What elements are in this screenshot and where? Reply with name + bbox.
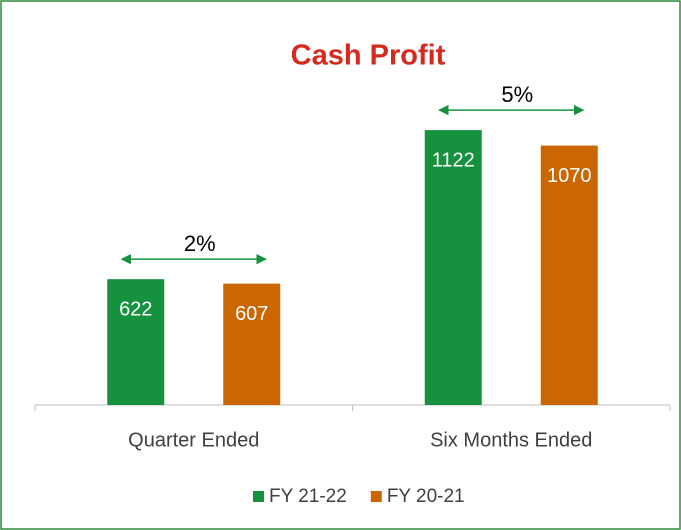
legend-label: FY 20-21 bbox=[387, 486, 465, 507]
value-label: 1070 bbox=[547, 165, 592, 187]
legend-label: FY 21-22 bbox=[269, 486, 347, 507]
legend-swatch bbox=[253, 491, 264, 502]
x-tick-label: Quarter Ended bbox=[128, 429, 259, 451]
annotation: 2% bbox=[184, 231, 216, 256]
legend-swatch bbox=[370, 491, 382, 502]
annotation: 5% bbox=[501, 82, 533, 107]
x-tick-label: Six Months Ended bbox=[430, 429, 592, 451]
bar bbox=[107, 279, 165, 405]
value-label: 622 bbox=[119, 298, 152, 320]
bar bbox=[223, 283, 281, 405]
value-label: 607 bbox=[235, 303, 268, 325]
bar bbox=[540, 145, 598, 405]
value-label: 1122 bbox=[432, 149, 475, 171]
chart-title: Cash Profit bbox=[291, 40, 446, 72]
bar bbox=[424, 130, 482, 406]
